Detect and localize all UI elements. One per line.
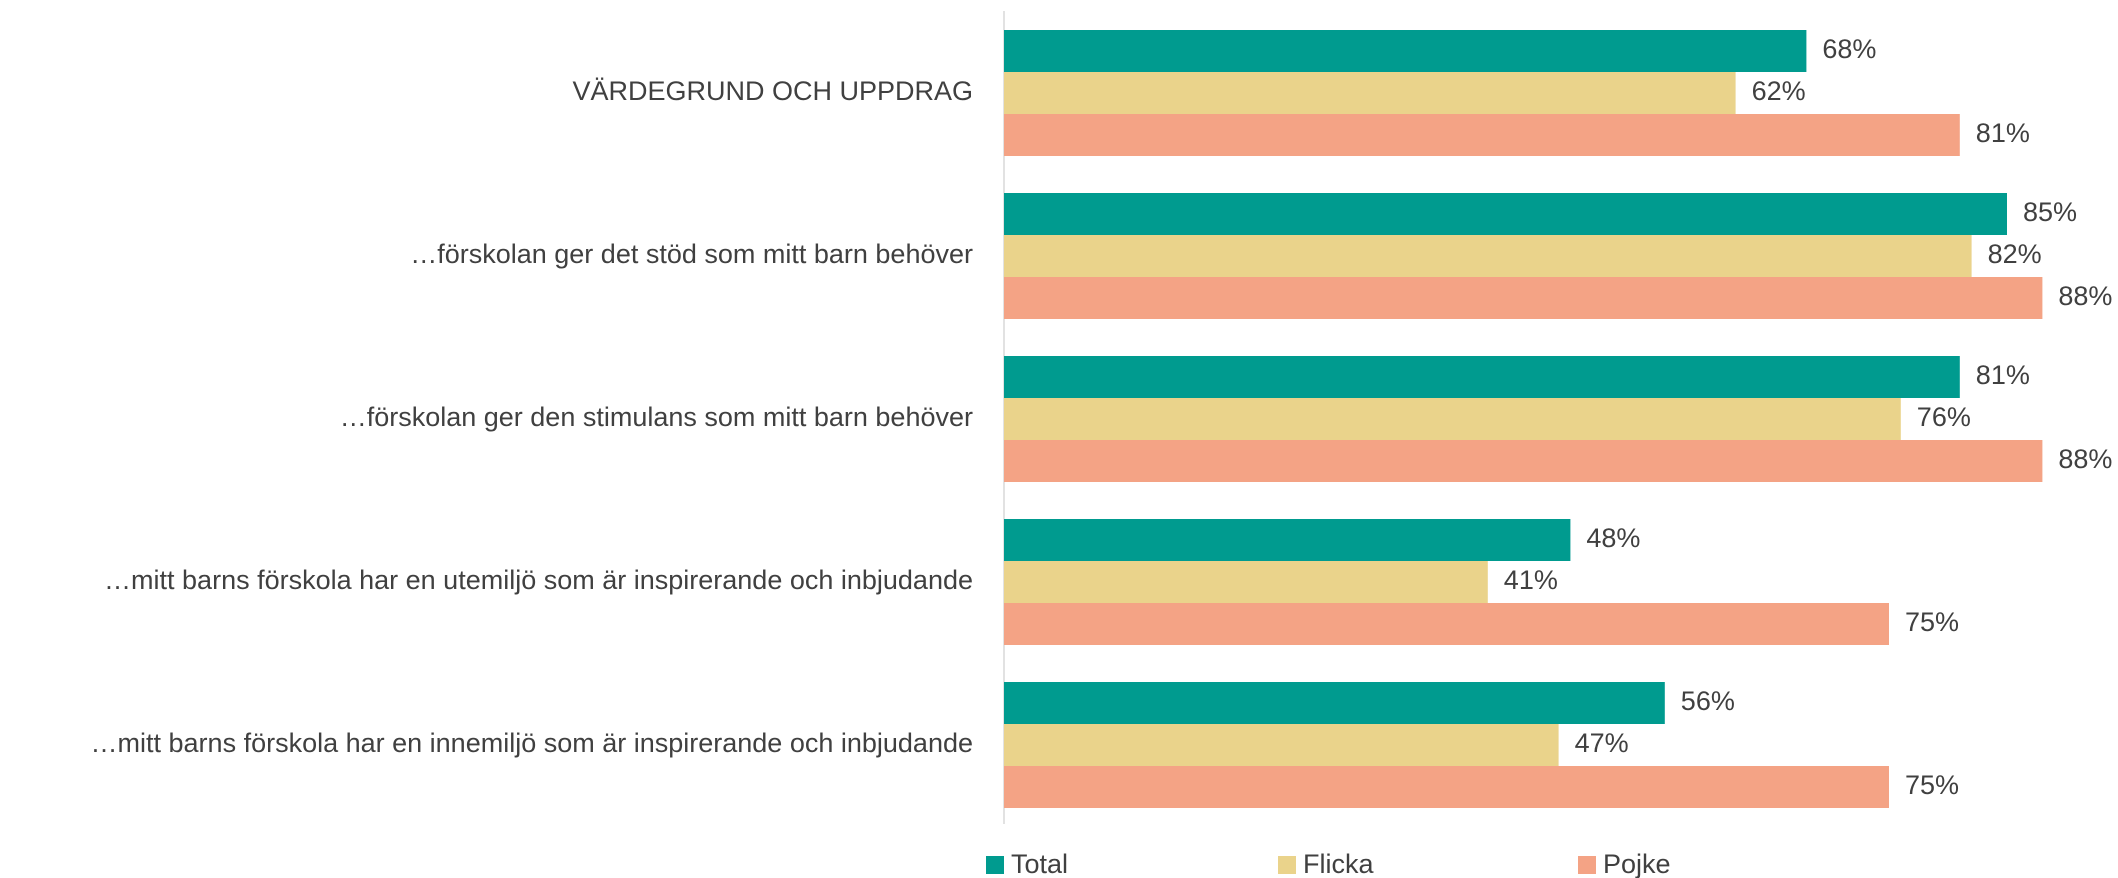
bar: [1004, 30, 1807, 72]
bar: [1004, 561, 1488, 603]
value-label: 85%: [2023, 197, 2077, 227]
bar: [1004, 114, 1960, 156]
value-label: 75%: [1905, 770, 1959, 800]
value-label: 81%: [1976, 360, 2030, 390]
bar: [1004, 193, 2007, 235]
bar: [1004, 398, 1901, 440]
value-label: 88%: [2058, 281, 2112, 311]
bar: [1004, 72, 1736, 114]
value-label: 81%: [1976, 118, 2030, 148]
value-label: 68%: [1822, 34, 1876, 64]
value-label: 82%: [1988, 239, 2042, 269]
value-label: 62%: [1752, 76, 1806, 106]
value-label: 76%: [1917, 402, 1971, 432]
bar: [1004, 356, 1960, 398]
category-label: …mitt barns förskola har en utemiljö som…: [104, 565, 973, 595]
value-label: 75%: [1905, 607, 1959, 637]
legend-swatch: [1278, 856, 1296, 874]
value-label: 41%: [1504, 565, 1558, 595]
bar: [1004, 235, 1972, 277]
bar: [1004, 603, 1889, 645]
bar: [1004, 724, 1559, 766]
legend-label: Flicka: [1303, 849, 1374, 878]
category-label: …förskolan ger den stimulans som mitt ba…: [340, 402, 973, 432]
category-label: …mitt barns förskola har en innemiljö so…: [91, 728, 973, 758]
legend-swatch: [1578, 856, 1596, 874]
value-label: 56%: [1681, 686, 1735, 716]
bar: [1004, 519, 1571, 561]
bar: [1004, 440, 2043, 482]
value-label: 48%: [1586, 523, 1640, 553]
legend-swatch: [986, 856, 1004, 874]
legend-label: Total: [1011, 849, 1068, 878]
value-label: 47%: [1575, 728, 1629, 758]
category-label: VÄRDEGRUND OCH UPPDRAG: [572, 76, 973, 106]
bar: [1004, 682, 1665, 724]
bar: [1004, 766, 1889, 808]
category-label: …förskolan ger det stöd som mitt barn be…: [410, 239, 973, 269]
value-label: 88%: [2058, 444, 2112, 474]
bar: [1004, 277, 2043, 319]
legend-label: Pojke: [1603, 849, 1671, 878]
